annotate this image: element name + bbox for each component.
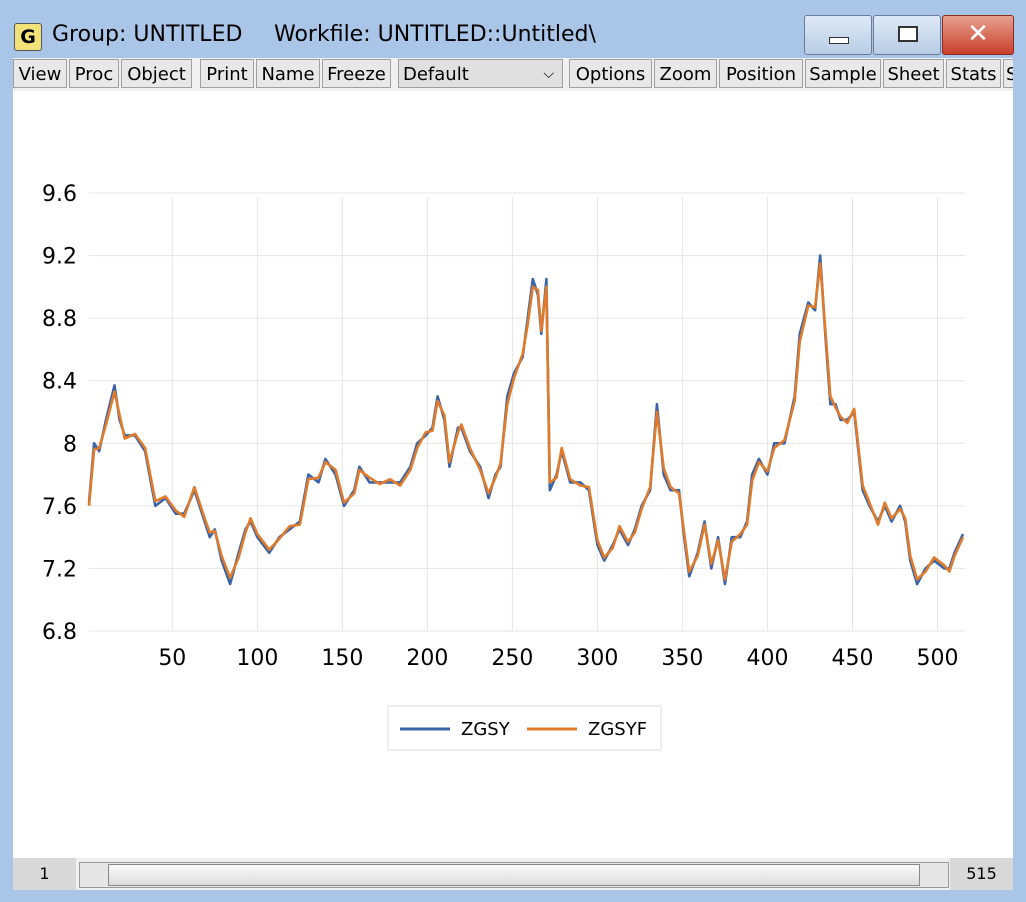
toolbar-button[interactable]: Sample: [805, 59, 881, 88]
toolbar-button[interactable]: Object: [121, 59, 192, 88]
x-tick-label: 300: [576, 646, 618, 671]
scroll-end: 515: [950, 858, 1013, 890]
x-tick-label: 50: [158, 646, 186, 671]
x-tick-label: 150: [321, 646, 363, 671]
y-tick-label: 8: [63, 432, 77, 457]
toolbar-button[interactable]: Position: [719, 59, 803, 88]
toolbar: View Proc Object Print Name Freeze Defau…: [13, 58, 1013, 91]
toolbar-button[interactable]: Sheet: [883, 59, 944, 88]
x-tick-label: 400: [746, 646, 788, 671]
toolbar-button[interactable]: Stats: [946, 59, 1001, 88]
toolbar-button[interactable]: Print: [200, 59, 254, 88]
toolbar-button[interactable]: Zoom: [654, 59, 717, 88]
scrollbar: 1 515: [13, 858, 1013, 890]
y-tick-label: 9.6: [42, 182, 77, 207]
workfile-title: Workfile: UNTITLED::Untitled\: [274, 22, 596, 47]
dropdown-value: Default: [403, 64, 469, 85]
minimize-button[interactable]: [804, 15, 872, 55]
maximize-button[interactable]: [873, 15, 941, 55]
window-title: Group: UNTITLED: [52, 22, 243, 47]
series-line: [87, 254, 965, 586]
view-dropdown[interactable]: Default ⌵: [398, 59, 563, 88]
y-tick-label: 6.8: [42, 620, 77, 645]
x-tick-label: 250: [491, 646, 533, 671]
y-tick-label: 7.6: [42, 495, 77, 520]
x-tick-label: 500: [916, 646, 958, 671]
toolbar-button[interactable]: Options: [569, 59, 652, 88]
x-tick-label: 450: [831, 646, 873, 671]
y-tick-label: 7.2: [42, 557, 77, 582]
toolbar-button[interactable]: View: [13, 59, 67, 88]
x-tick-label: 100: [236, 646, 278, 671]
x-tick-label: 350: [661, 646, 703, 671]
window-icon: G: [14, 23, 42, 51]
series-line: [87, 262, 965, 581]
toolbar-button[interactable]: Name: [256, 59, 320, 88]
legend-label: ZGSYF: [588, 719, 647, 740]
toolbar-button[interactable]: Proc: [69, 59, 119, 88]
y-tick-label: 8.8: [42, 307, 77, 332]
scroll-start: 1: [13, 858, 76, 890]
scroll-track[interactable]: [79, 862, 949, 888]
close-button[interactable]: ✕: [942, 15, 1014, 55]
y-tick-label: 8.4: [42, 370, 77, 395]
legend-label: ZGSY: [461, 719, 511, 740]
toolbar-button[interactable]: Freeze: [322, 59, 391, 88]
toolbar-button[interactable]: S: [1003, 59, 1013, 88]
x-tick-label: 200: [406, 646, 448, 671]
y-tick-label: 9.2: [42, 245, 77, 270]
